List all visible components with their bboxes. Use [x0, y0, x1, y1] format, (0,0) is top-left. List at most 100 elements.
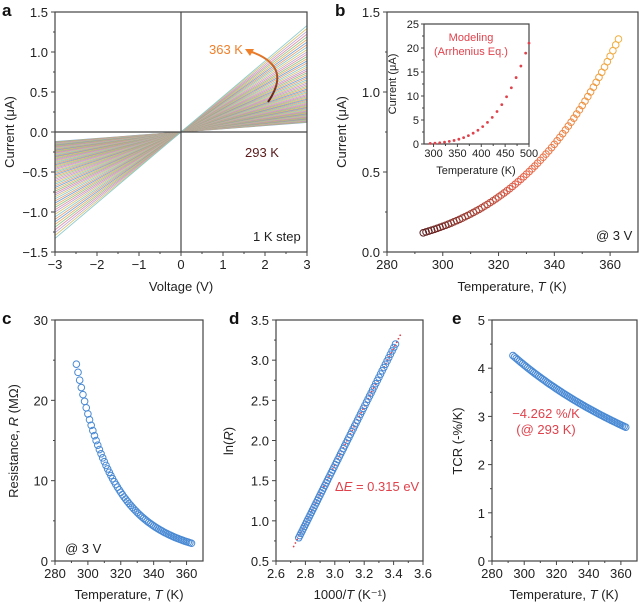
panel-label-a: a	[2, 1, 12, 20]
y-axis-title-a: Current (μA)	[2, 96, 17, 168]
model-point	[495, 110, 499, 113]
model-point	[443, 140, 446, 144]
y-tick-label: 1.5	[362, 5, 380, 20]
fit-dot	[344, 443, 347, 446]
x-tick-label: 340	[543, 257, 565, 272]
x-tick-label: 340	[578, 566, 600, 581]
y-tick-label: 3	[478, 409, 485, 424]
axes-a: −3 −2 −1 0 1 2 3 −1.5 −1.0 −0.5 0.0 0.5 1.0 1.5	[22, 5, 310, 272]
x-tick-label: 360	[599, 257, 621, 272]
plot-frame	[54, 319, 204, 562]
x-axis-title-d: 1000/T (K⁻¹)	[314, 587, 387, 602]
panel-c-resistance: c 280 300 320 340 360 0 10 20 30 Temperature, T …	[2, 309, 204, 602]
data-point	[98, 454, 107, 462]
fit-dot	[393, 344, 396, 347]
y-tick-label: 10	[407, 91, 419, 103]
x-tick-label: 2.6	[267, 566, 285, 581]
x-tick-label: 450	[496, 148, 514, 160]
data-point	[614, 35, 623, 43]
model-point	[509, 86, 513, 90]
x-tick-label: −2	[90, 257, 105, 272]
panel-d-arrhenius-plot: d 2.6 2.8 3.0 3.2 3.4 3.6 0.5 1.0 1.5 2.0 2.5 3.0 3.…	[221, 309, 432, 602]
label-293K: 293 K	[245, 145, 279, 160]
inset-title-line1: Modeling	[449, 32, 494, 44]
fit-dot	[294, 542, 297, 544]
x-tick-label: 300	[77, 566, 99, 581]
y-tick-label: 4	[478, 361, 485, 376]
data-point	[621, 423, 630, 431]
panel-a-iv-curves: a −3 −2 −1 0 1 2 3 −1.5 −1.0 −0.5 0.0 0.5 1.0 1.5 Vol…	[2, 1, 311, 294]
x-tick-label: 3.2	[355, 566, 373, 581]
y-axis-title-c: Resistance, R (MΩ)	[6, 384, 21, 498]
y-tick-label: 1	[478, 506, 485, 521]
x-tick-label: 360	[610, 566, 632, 581]
current-points-group	[419, 35, 623, 237]
y-tick-label: −0.5	[22, 165, 48, 180]
voltage-note-c: @ 3 V	[65, 541, 102, 556]
y-tick-label: 0	[413, 139, 419, 151]
fit-dot	[360, 411, 363, 414]
axes-e: 280 300 320 340 360 0 1 2 3 4 5	[478, 313, 638, 581]
x-axis-title-b: Temperature, T (K)	[457, 279, 566, 294]
fit-dot	[388, 355, 391, 358]
x-tick-label: 320	[546, 566, 568, 581]
y-axis-title-b: Current (μA)	[334, 96, 349, 168]
x-axis-title-c: Temperature, T (K)	[74, 587, 183, 602]
x-tick-label: 0	[177, 257, 184, 272]
y-tick-label: 20	[34, 393, 48, 408]
inset-y-axis-title: Current (μA)	[387, 54, 399, 115]
x-tick-label: 360	[176, 566, 198, 581]
model-point	[527, 41, 531, 45]
y-tick-label: 30	[34, 313, 48, 328]
y-tick-label: 1.0	[251, 514, 269, 529]
inset-background	[424, 24, 529, 144]
data-point	[74, 368, 82, 377]
linear-fit-group	[292, 334, 402, 548]
model-point	[481, 125, 485, 129]
x-tick-label: 2.8	[296, 566, 314, 581]
y-tick-label: 2	[478, 458, 485, 473]
axes-b: 280 300 320 340 360 0.0 0.5 1.0 1.5	[362, 5, 639, 272]
arrow-head-icon	[245, 49, 254, 56]
data-point	[72, 360, 81, 368]
model-point	[457, 137, 461, 141]
tcr-temperature-label: (@ 293 K)	[516, 422, 575, 437]
data-point	[77, 383, 86, 392]
inset-arrhenius-model: 300 350 400 450 500 0 5 10 15 20 25	[407, 19, 538, 160]
y-tick-label: 10	[34, 474, 48, 489]
fit-dot	[372, 387, 375, 389]
x-tick-label: 280	[376, 257, 398, 272]
model-point	[447, 140, 451, 143]
data-point	[102, 461, 110, 470]
x-tick-label: 500	[520, 148, 538, 160]
model-point	[466, 134, 470, 138]
model-point	[519, 64, 523, 68]
fit-dot	[390, 351, 393, 354]
x-tick-label: 3.0	[326, 566, 344, 581]
y-tick-label: 5	[413, 115, 419, 127]
fit-dot	[370, 390, 373, 393]
data-point	[92, 436, 100, 445]
y-tick-label: −1.5	[22, 245, 48, 260]
y-tick-label: 0	[41, 554, 48, 569]
x-tick-label: 300	[513, 566, 535, 581]
model-point	[505, 95, 508, 99]
x-tick-label: 340	[143, 566, 165, 581]
y-tick-label: 0.5	[362, 165, 380, 180]
fit-dot	[351, 429, 354, 432]
y-tick-label: 15	[407, 67, 419, 79]
data-point	[79, 390, 87, 399]
panel-label-c: c	[2, 309, 11, 328]
y-axis-title-d: ln(R)	[221, 427, 236, 455]
fit-dot	[397, 337, 400, 340]
panel-e-tcr: e 280 300 320 340 360 0 1 2 3 4 5 Temperature, T (…	[450, 309, 638, 602]
x-tick-label: 320	[488, 257, 510, 272]
data-point	[85, 415, 94, 424]
model-point	[476, 128, 480, 132]
model-point	[428, 142, 432, 145]
y-tick-label: 1.0	[30, 45, 48, 60]
data-point	[95, 445, 104, 454]
panel-label-d: d	[229, 309, 239, 328]
lnR-points-group	[294, 340, 400, 542]
